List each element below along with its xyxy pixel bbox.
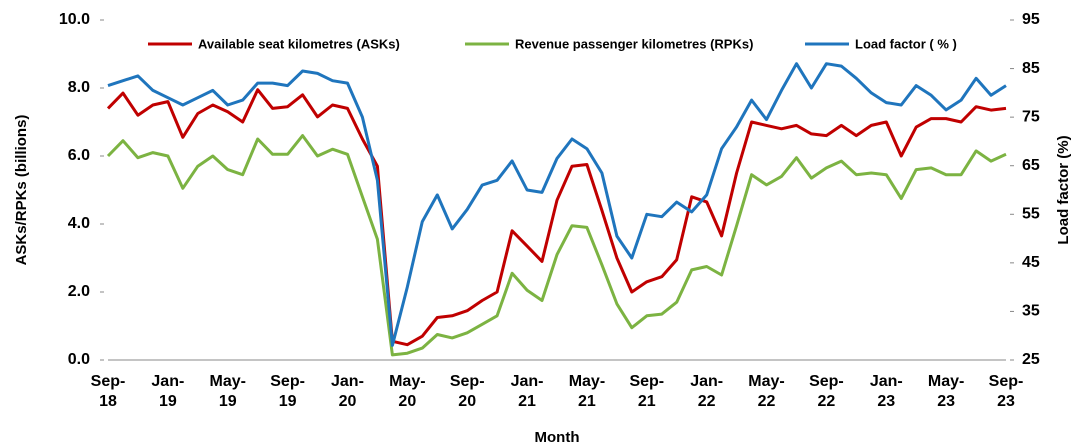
x-tick-label-line: Sep- bbox=[629, 373, 664, 390]
x-tick-label-line: 22 bbox=[698, 393, 716, 410]
series-line bbox=[106, 134, 1007, 357]
y-tick-label: 4.0 bbox=[68, 215, 90, 232]
x-axis-label: Month bbox=[535, 429, 580, 446]
y-tick-label: 6.0 bbox=[68, 147, 90, 164]
x-tick-label-line: 20 bbox=[398, 393, 416, 410]
x-tick-label: May- 19 bbox=[210, 373, 246, 410]
x-tick-label-line: May- bbox=[389, 373, 425, 390]
x-tick-label-line: 19 bbox=[279, 393, 297, 410]
x-tick-label: Sep- 18 bbox=[91, 373, 126, 410]
x-tick-label: Sep- 23 bbox=[989, 373, 1024, 410]
y2-tick-label: 85 bbox=[1022, 60, 1040, 77]
x-tick-label-line: 20 bbox=[458, 393, 476, 410]
x-tick-label: May- 21 bbox=[569, 373, 605, 410]
series-line bbox=[107, 62, 1007, 347]
x-tick-label: Jan- 20 bbox=[331, 373, 364, 410]
y2-tick-label: 55 bbox=[1022, 206, 1040, 223]
x-tick-label-line: Sep- bbox=[989, 373, 1024, 390]
y2-tick-label: 25 bbox=[1022, 351, 1040, 368]
series-line bbox=[106, 88, 1007, 347]
x-tick-label-line: Sep- bbox=[270, 373, 305, 390]
x-tick-label-line: 18 bbox=[99, 393, 117, 410]
x-tick-label-line: Jan- bbox=[511, 373, 544, 390]
x-tick-label-line: May- bbox=[210, 373, 246, 390]
legend-label: Revenue passenger kilometres (RPKs) bbox=[515, 36, 753, 51]
x-tick-label-line: 21 bbox=[518, 393, 536, 410]
legend-label: Available seat kilometres (ASKs) bbox=[198, 36, 400, 51]
x-tick-label-line: 23 bbox=[937, 393, 955, 410]
y2-tick-label: 35 bbox=[1022, 303, 1040, 320]
x-tick-label: May- 22 bbox=[748, 373, 784, 410]
x-tick-label: Jan- 22 bbox=[690, 373, 723, 410]
x-tick-label-line: 23 bbox=[997, 393, 1015, 410]
x-tick-label: Sep- 21 bbox=[629, 373, 664, 410]
x-tick-label: May- 20 bbox=[389, 373, 425, 410]
x-tick-label-line: Sep- bbox=[450, 373, 485, 390]
y2-tick-label: 75 bbox=[1022, 108, 1040, 125]
x-tick-label-line: 22 bbox=[758, 393, 776, 410]
x-tick-label-line: May- bbox=[569, 373, 605, 390]
x-tick-label: Jan- 21 bbox=[511, 373, 544, 410]
x-tick-label-line: 20 bbox=[339, 393, 357, 410]
x-tick-label-line: 23 bbox=[877, 393, 895, 410]
x-tick-label-line: Jan- bbox=[331, 373, 364, 390]
y2-tick-label: 45 bbox=[1022, 254, 1040, 271]
x-tick-label-line: 21 bbox=[638, 393, 656, 410]
x-tick-label: Sep- 22 bbox=[809, 373, 844, 410]
y-axis-label: ASKs/RPKs (billions) bbox=[13, 115, 30, 266]
legend-label: Load factor ( % ) bbox=[855, 36, 957, 51]
y2-tick-label: 65 bbox=[1022, 157, 1040, 174]
y2-tick-label: 95 bbox=[1022, 11, 1040, 28]
x-tick-label-line: Sep- bbox=[91, 373, 126, 390]
y2-axis-label: Load factor (%) bbox=[1055, 135, 1072, 244]
x-tick-label: Sep- 19 bbox=[270, 373, 305, 410]
x-tick-label-line: Jan- bbox=[870, 373, 903, 390]
x-tick-label-line: May- bbox=[748, 373, 784, 390]
x-tick-label-line: 21 bbox=[578, 393, 596, 410]
x-tick-label-line: 19 bbox=[159, 393, 177, 410]
x-tick-label: Jan- 19 bbox=[151, 373, 184, 410]
y-tick-label: 2.0 bbox=[68, 283, 90, 300]
x-tick-label-line: 22 bbox=[818, 393, 836, 410]
x-tick-label-line: Jan- bbox=[690, 373, 723, 390]
y-tick-label: 8.0 bbox=[68, 79, 90, 96]
x-tick-label: Sep- 20 bbox=[450, 373, 485, 410]
x-tick-label-line: Sep- bbox=[809, 373, 844, 390]
x-tick-label: Jan- 23 bbox=[870, 373, 903, 410]
x-tick-label-line: Jan- bbox=[151, 373, 184, 390]
x-tick-label-line: 19 bbox=[219, 393, 237, 410]
y-tick-label: 10.0 bbox=[59, 11, 90, 28]
x-tick-label: May- 23 bbox=[928, 373, 964, 410]
x-tick-label-line: May- bbox=[928, 373, 964, 390]
y-tick-label: 0.0 bbox=[68, 351, 90, 368]
